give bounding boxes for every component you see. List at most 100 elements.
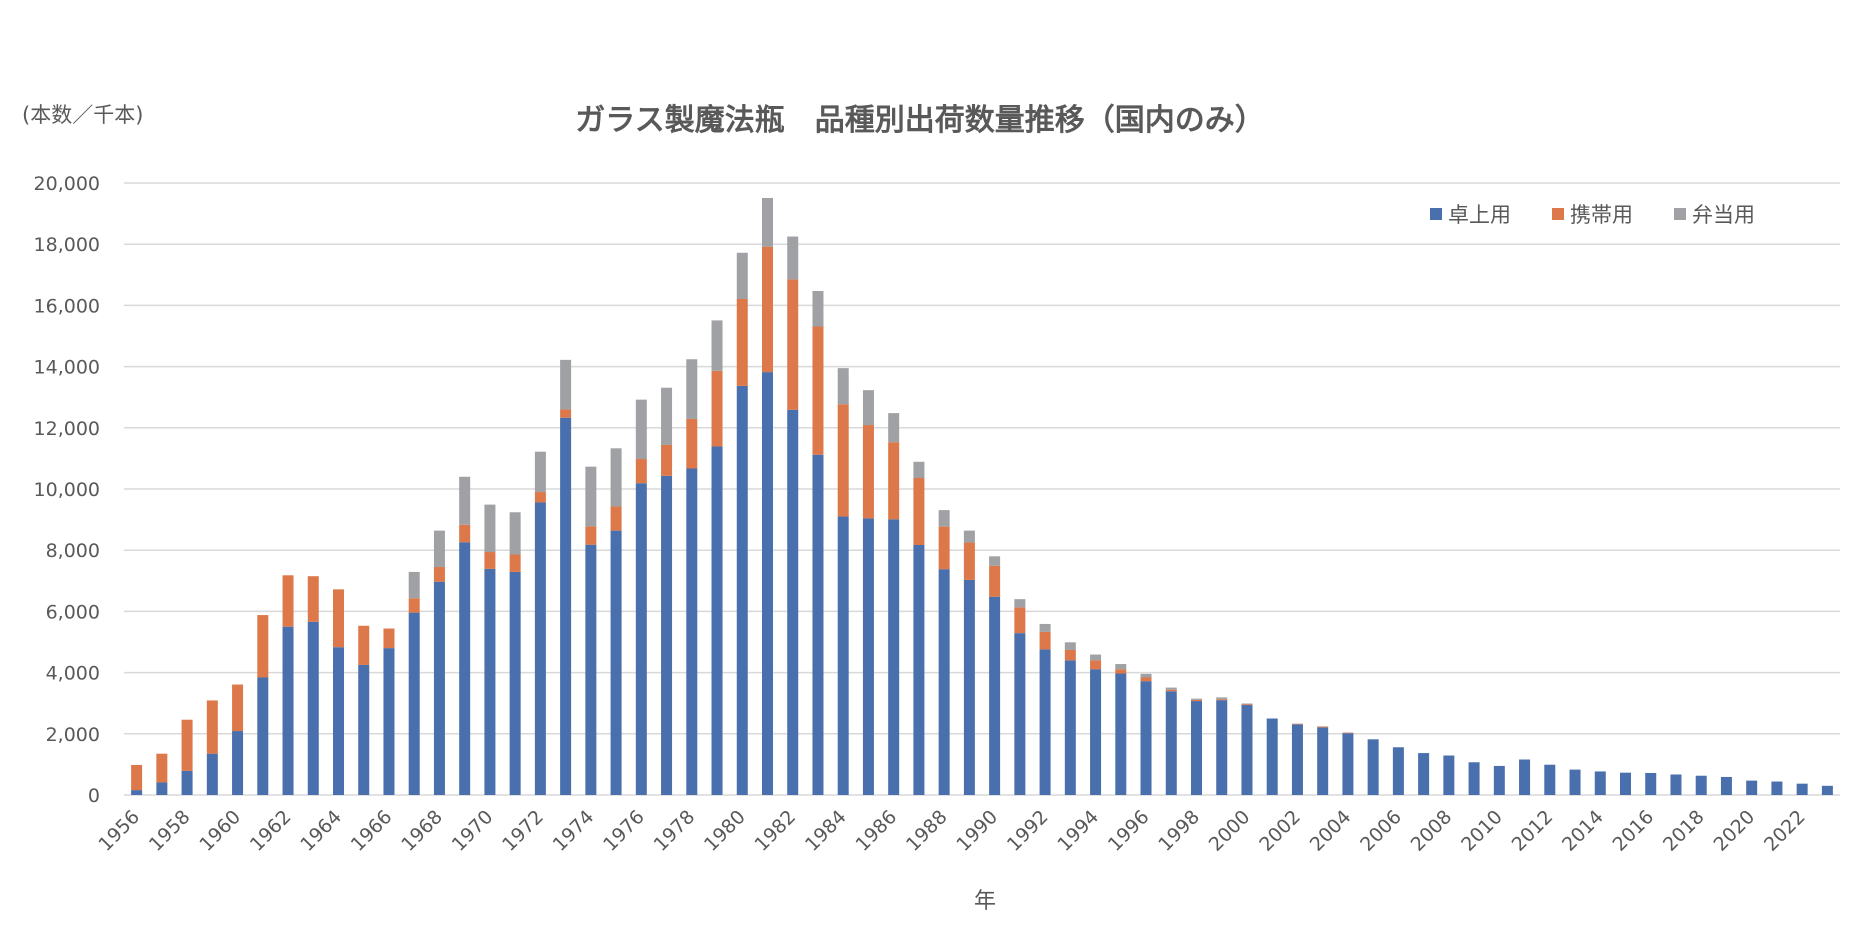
bar-segment — [408, 612, 420, 795]
x-tick-label: 1972 — [498, 806, 548, 856]
x-tick-label: 2012 — [1508, 806, 1558, 856]
bar-segment — [1241, 703, 1253, 705]
bar-segment — [862, 390, 874, 426]
bar-segment — [963, 530, 975, 543]
y-tick-label: 6,000 — [46, 601, 100, 623]
bar-segment — [686, 418, 698, 469]
bar-segment — [232, 731, 244, 795]
bar-segment — [1014, 599, 1026, 608]
bar-segment — [560, 417, 572, 795]
bar-segment — [1620, 772, 1631, 795]
bar-segment — [1216, 699, 1228, 701]
bar-segment — [862, 425, 874, 519]
bar-segment — [762, 246, 773, 373]
bar-segment — [1165, 691, 1177, 795]
bar-segment — [459, 542, 471, 795]
bar-segment — [1191, 701, 1202, 795]
bar-segment — [635, 399, 647, 460]
bar-segment — [1291, 723, 1303, 725]
bar-segment — [1493, 765, 1505, 795]
x-tick-label: 1968 — [397, 806, 447, 856]
bar-segment — [1115, 669, 1127, 674]
bar-segment — [1039, 623, 1051, 632]
y-axis-unit-label: (本数／千本) — [22, 103, 143, 127]
bar-segment — [787, 409, 799, 795]
bar-segment — [509, 571, 521, 795]
bar-segment — [1064, 660, 1076, 795]
bar-segment — [307, 621, 319, 795]
bar-segment — [1241, 705, 1253, 795]
bar-segment — [1115, 673, 1127, 795]
bar-segment — [938, 526, 950, 570]
bar-segment — [1720, 776, 1732, 795]
bar-segment — [661, 444, 673, 476]
y-tick-label: 10,000 — [34, 479, 100, 501]
x-tick-label: 2018 — [1659, 806, 1709, 856]
bar-segment — [257, 615, 269, 678]
legend-swatch — [1552, 208, 1564, 220]
x-tick-label: 2014 — [1558, 806, 1608, 856]
y-tick-label: 16,000 — [34, 295, 100, 317]
bar-segment — [661, 475, 673, 795]
bar-segment — [1191, 699, 1202, 702]
bar-segment — [1317, 727, 1329, 795]
bar-segment — [534, 451, 546, 493]
x-tick-label: 1978 — [650, 806, 700, 856]
bar-segment — [1064, 649, 1076, 661]
bar-segment — [1392, 747, 1404, 795]
bar-segment — [560, 359, 572, 410]
x-tick-label: 1970 — [448, 806, 498, 856]
bar-segment — [711, 320, 723, 371]
bar-segment — [862, 518, 874, 795]
bar-segment — [963, 579, 975, 795]
bar-segment — [408, 571, 420, 599]
bar-segment — [1014, 607, 1026, 634]
x-tick-label: 1964 — [296, 806, 346, 856]
bar-segment — [1090, 660, 1102, 670]
legend-label: 卓上用 — [1448, 203, 1511, 227]
x-tick-label: 1960 — [195, 806, 245, 856]
y-tick-label: 2,000 — [46, 724, 100, 746]
bar-segment — [459, 524, 471, 543]
y-tick-label: 4,000 — [46, 663, 100, 685]
bar-segment — [585, 544, 597, 795]
bar-segment — [156, 753, 168, 783]
bar-segment — [812, 454, 824, 795]
bar-segment — [913, 544, 925, 795]
bar-segment — [585, 466, 597, 527]
bar-segment — [837, 368, 849, 405]
y-tick-label: 20,000 — [34, 173, 100, 195]
bar-segment — [1115, 664, 1127, 670]
bar-segment — [333, 647, 344, 795]
bar-segment — [1090, 669, 1102, 795]
bar-segment — [131, 765, 143, 791]
bar-segment — [1519, 759, 1531, 795]
bar-segment — [358, 664, 370, 795]
bar-segment — [484, 552, 496, 569]
bar-segment — [1216, 700, 1228, 795]
x-tick-label: 1998 — [1154, 806, 1204, 856]
bar-segment — [1317, 726, 1329, 728]
bar-segment — [1191, 698, 1202, 700]
bar-segment — [181, 719, 193, 771]
bar-segment — [1064, 642, 1076, 650]
y-axis-ticks: 0 2,000 4,000 6,000 8,000 10,000 12,000 14,000 1… — [34, 173, 100, 807]
x-tick-label: 1992 — [1003, 806, 1053, 856]
bar-segment — [1291, 724, 1303, 795]
bar-segment — [1544, 764, 1556, 795]
bar-segment — [1241, 704, 1253, 706]
x-tick-label: 2016 — [1609, 806, 1659, 856]
x-tick-label: 2002 — [1255, 806, 1305, 856]
bar-segment — [989, 565, 1001, 597]
bar-segment — [1367, 739, 1379, 795]
bar-segment — [736, 385, 748, 795]
bar-segment — [1645, 772, 1657, 795]
x-tick-label: 2008 — [1407, 806, 1457, 856]
bar-segment — [232, 684, 244, 732]
bar-segment — [787, 279, 799, 410]
bar-segment — [484, 504, 496, 553]
bar-segment — [812, 291, 824, 327]
bar-segment — [534, 502, 546, 795]
x-tick-label: 1994 — [1053, 806, 1103, 856]
